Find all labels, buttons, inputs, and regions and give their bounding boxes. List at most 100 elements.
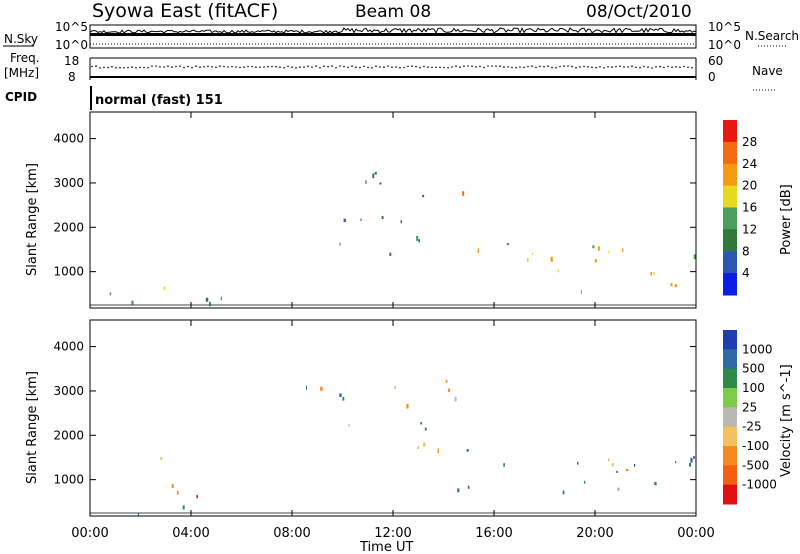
- colorbar-segment: [723, 407, 737, 428]
- heatmap-cell: [417, 446, 419, 449]
- nave-point: [515, 66, 517, 69]
- nave-point: [179, 65, 181, 67]
- nave-point: [387, 65, 389, 67]
- freq-tick-top: 18: [64, 54, 79, 68]
- heatmap-cell: [617, 487, 620, 491]
- nave-point: [411, 65, 413, 67]
- heatmap-cell: [608, 250, 610, 254]
- colorbar-segment: [723, 207, 737, 230]
- nave-point: [663, 66, 665, 69]
- heatmap-cell: [422, 194, 425, 198]
- nave-point: [631, 65, 633, 67]
- nave-point: [455, 65, 457, 67]
- heatmap-cell: [608, 458, 610, 462]
- heatmap-cell: [580, 289, 582, 294]
- colorbar-tick-label: 24: [742, 157, 757, 171]
- heatmap-cell: [477, 248, 480, 253]
- nave-point: [115, 67, 117, 69]
- colorbar-segment: [723, 388, 737, 408]
- nave-point: [679, 66, 681, 69]
- nave-point: [299, 66, 301, 68]
- nave-point: [151, 65, 153, 67]
- nave-point: [323, 65, 325, 67]
- nave-point: [619, 65, 621, 68]
- nave-point: [491, 65, 493, 67]
- x-tick-label: 00:00: [677, 526, 714, 541]
- nave-point: [615, 65, 617, 68]
- nave-point: [559, 65, 561, 68]
- nave-point: [343, 65, 345, 68]
- nsearch-tick-top: 10^5: [708, 20, 741, 34]
- heatmap-cell: [689, 463, 692, 467]
- colorbar-tick-label: -500: [742, 458, 769, 472]
- power-y-ticks: 4000 3000 2000 1000: [53, 132, 696, 279]
- heatmap-cell: [654, 482, 657, 486]
- nave-point: [475, 66, 477, 68]
- nave-point: [691, 66, 693, 69]
- heatmap-cell: [503, 463, 505, 467]
- nave-point: [623, 66, 625, 68]
- nsky-frame: [89, 24, 697, 49]
- nave-point: [419, 66, 421, 69]
- nave-point: [119, 66, 121, 69]
- colorbar-tick-label: 500: [742, 362, 765, 376]
- colorbar-segment: [723, 229, 737, 252]
- nave-point: [359, 66, 361, 69]
- y-tick-label: 1000: [53, 473, 84, 487]
- colorbar-tick-label: 25: [742, 400, 757, 414]
- nsearch-tick-bottom: 10^0: [708, 38, 741, 52]
- nave-point: [219, 65, 221, 67]
- colorbar-segment: [723, 484, 737, 505]
- power-ylabel: Slant Range [km]: [25, 163, 40, 276]
- heatmap-cell: [447, 388, 451, 392]
- nave-point: [519, 66, 521, 68]
- nave-point: [227, 66, 229, 68]
- heatmap-cell: [457, 488, 460, 493]
- nave-point: [223, 65, 225, 68]
- nave-point: [267, 65, 269, 68]
- heatmap-cell: [171, 484, 174, 488]
- nave-point: [207, 65, 209, 68]
- heatmap-cell: [437, 448, 439, 454]
- nsky-tick-bottom: 10^0: [55, 38, 88, 52]
- heatmap-cell: [320, 386, 323, 391]
- nave-point: [199, 66, 201, 68]
- nave-point: [291, 66, 293, 68]
- nave-point: [383, 66, 385, 68]
- nave-point: [215, 66, 217, 69]
- colorbar-segment: [723, 349, 737, 370]
- heatmap-cell: [389, 252, 392, 256]
- nave-point: [647, 66, 649, 68]
- heatmap-cell: [343, 218, 346, 223]
- nsky-tick-top: 10^5: [55, 20, 88, 34]
- freq-tick-bottom: 8: [68, 70, 76, 84]
- colorbar-tick-label: 8: [742, 244, 750, 258]
- nsky-trace-band: [90, 33, 696, 36]
- nave-point: [195, 65, 197, 67]
- nave-point: [467, 65, 469, 67]
- nave-point: [451, 66, 453, 68]
- x-tick-label: 00:00: [71, 526, 108, 541]
- nave-point: [123, 67, 125, 69]
- nave-point: [403, 66, 405, 69]
- power-scatter-field: [90, 171, 696, 307]
- colorbar-segment: [723, 163, 737, 187]
- heatmap-cell: [584, 480, 586, 484]
- heatmap-cell: [365, 180, 367, 184]
- nave-point: [315, 65, 317, 67]
- nave-point: [499, 65, 501, 67]
- nave-point: [583, 65, 585, 68]
- heatmap-cell: [379, 182, 382, 185]
- nave-point: [379, 66, 381, 68]
- nave-point: [147, 67, 149, 69]
- nave-point: [171, 66, 173, 68]
- velocity-colorbar-label: Velocity [m s^-1]: [779, 364, 794, 477]
- nave-point: [531, 65, 533, 67]
- power-frame: [89, 111, 697, 309]
- nave-point: [319, 67, 321, 69]
- heatmap-cell: [467, 485, 470, 489]
- heatmap-cell: [406, 404, 409, 409]
- x-tick-label: 20:00: [576, 526, 613, 541]
- nave-point: [435, 66, 437, 69]
